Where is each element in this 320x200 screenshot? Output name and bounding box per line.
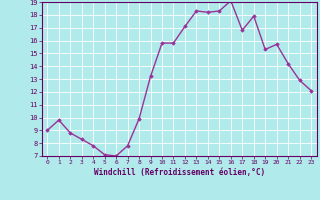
X-axis label: Windchill (Refroidissement éolien,°C): Windchill (Refroidissement éolien,°C) <box>94 168 265 177</box>
